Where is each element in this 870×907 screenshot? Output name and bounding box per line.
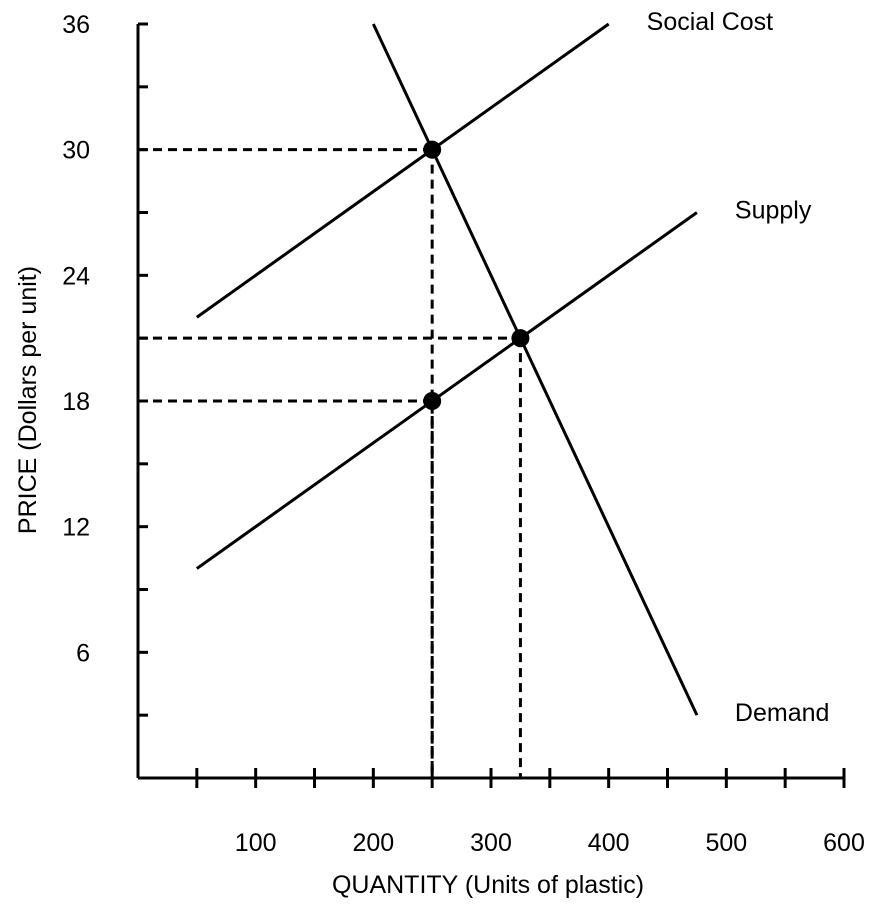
axes: 6 12 18 24 30 36 100 200 300 400 500 600 <box>62 11 865 857</box>
series-labels: Social Cost Supply Demand <box>647 8 830 727</box>
series-lines <box>195 22 699 716</box>
y-tick-label: 36 <box>62 11 90 39</box>
social-cost-label: Social Cost <box>647 8 773 36</box>
dashed-guides <box>138 148 522 778</box>
x-tick-label: 600 <box>823 829 865 857</box>
x-tick-label: 400 <box>588 829 630 857</box>
y-tick-label: 6 <box>76 639 90 667</box>
y-tick-label: 18 <box>62 388 90 416</box>
data-point <box>423 140 442 159</box>
y-tick-label: 24 <box>62 262 90 290</box>
y-axis-title: PRICE (Dollars per unit) <box>14 266 42 534</box>
x-tick-label: 100 <box>235 829 277 857</box>
x-tick-label: 200 <box>352 829 394 857</box>
equilibrium-points <box>423 140 530 410</box>
data-point <box>423 392 442 410</box>
data-point <box>511 329 530 348</box>
x-tick-label: 500 <box>705 829 747 857</box>
demand-label: Demand <box>735 699 830 727</box>
x-tick-label: 300 <box>470 829 512 857</box>
supply-line <box>195 211 698 570</box>
y-tick-label: 12 <box>62 514 90 542</box>
supply-label: Supply <box>735 197 812 225</box>
x-axis-title: QUANTITY (Units of plastic) <box>332 871 644 899</box>
social-cost-line <box>195 22 610 319</box>
y-tick-label: 30 <box>62 137 90 165</box>
demand-line <box>371 23 699 716</box>
